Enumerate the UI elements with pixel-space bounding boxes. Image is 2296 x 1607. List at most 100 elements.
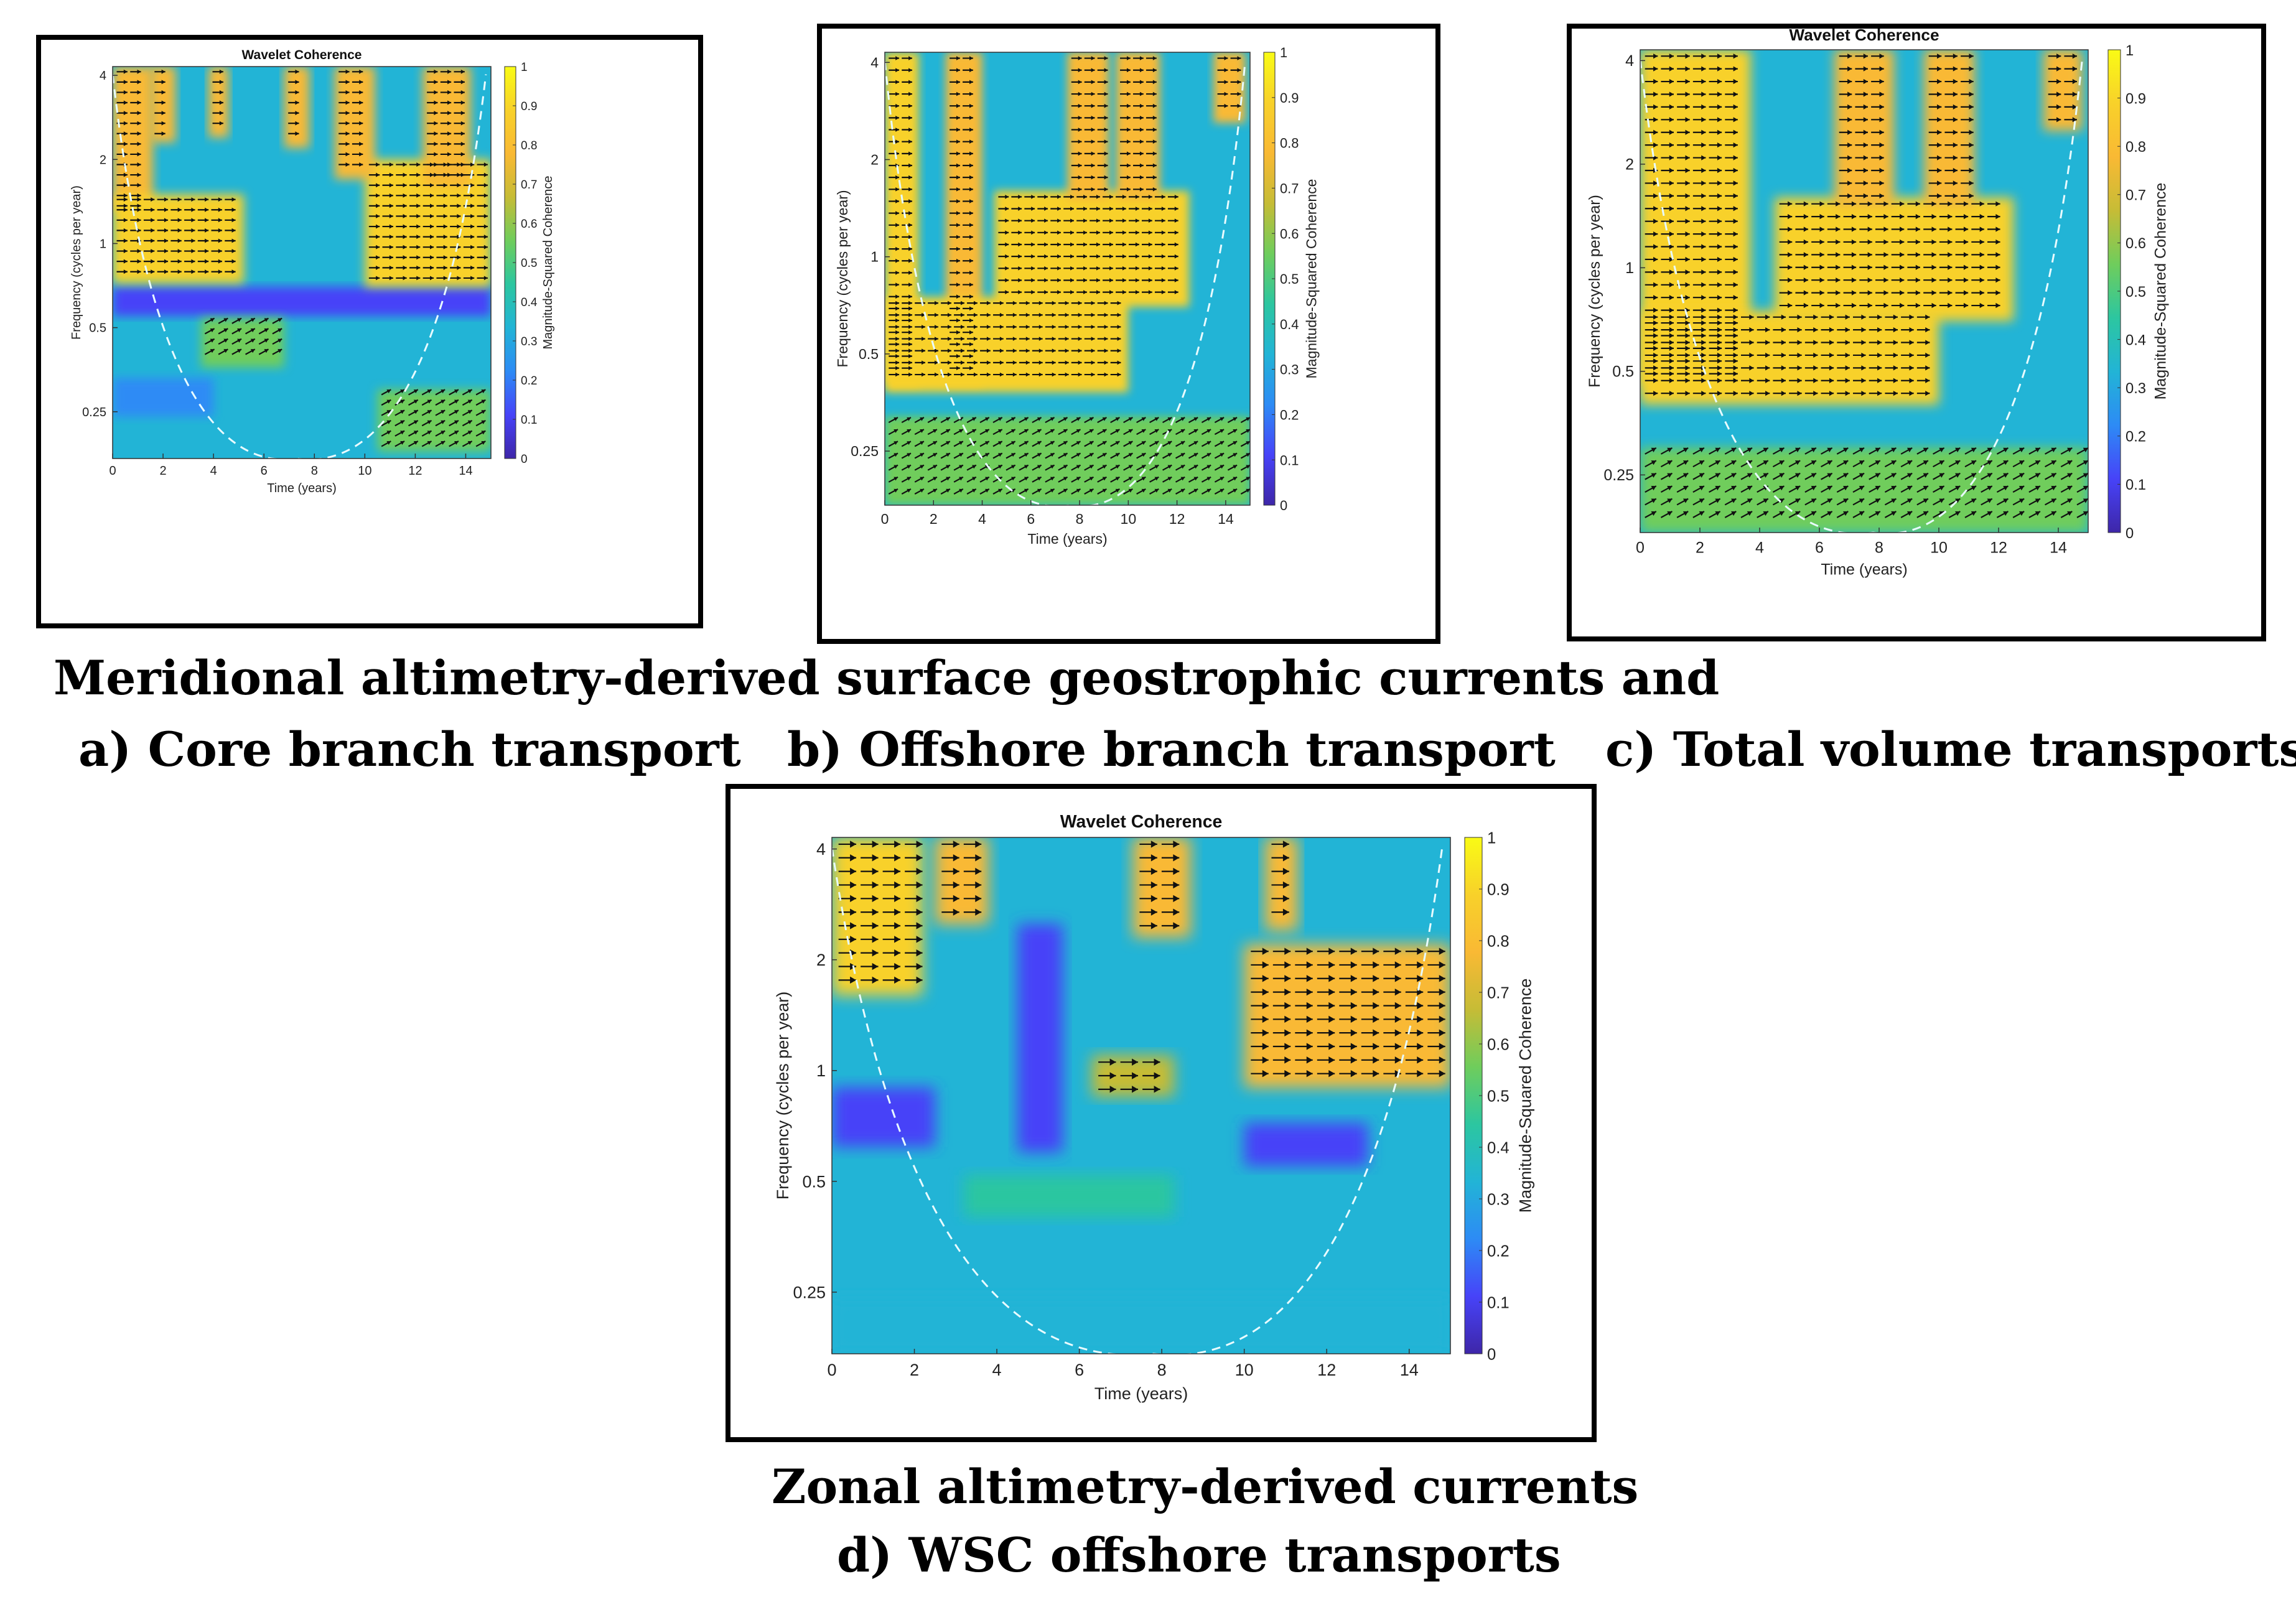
phase-arrowhead <box>1284 1015 1291 1023</box>
phase-arrowhead <box>345 90 350 95</box>
phase-arrowhead <box>1891 447 1897 452</box>
phase-arrowhead <box>1141 465 1146 469</box>
phase-arrowhead <box>1220 488 1225 493</box>
phase-arrowhead <box>1141 488 1146 493</box>
phase-arrowhead <box>443 235 447 240</box>
phase-arrowhead <box>973 300 978 305</box>
phase-arrowhead <box>1669 358 1674 364</box>
phase-arrowhead <box>123 228 128 233</box>
phase-arrowhead <box>1109 278 1113 282</box>
phase-arrowhead <box>164 249 169 254</box>
phase-arrowhead <box>1089 429 1094 433</box>
phase-arrowhead <box>1233 441 1238 445</box>
phase-arrowhead <box>1717 269 1722 275</box>
phase-arrowhead <box>1224 68 1228 73</box>
phase-arrowhead <box>1963 226 1969 232</box>
phase-arrowhead <box>1931 277 1936 283</box>
phase-arrowhead <box>1233 488 1238 493</box>
phase-arrowhead <box>1931 290 1936 296</box>
panel-c: Wavelet Coherence 0 2 4 6 8 10 12 14 Time (years)… <box>1567 24 2266 641</box>
phase-arrowhead <box>2083 486 2088 491</box>
phase-arrowhead <box>935 300 938 305</box>
phase-arrowhead <box>161 69 166 74</box>
phase-arrowhead <box>933 429 937 433</box>
phase-arrowhead <box>416 213 421 218</box>
cone-of-influence <box>113 74 487 459</box>
phase-arrowhead <box>1765 352 1770 358</box>
phase-arrowhead <box>1883 213 1888 220</box>
phase-arrowhead <box>1879 78 1884 85</box>
phase-arrowhead <box>1701 345 1706 352</box>
x-tick-label: 14 <box>1218 511 1234 527</box>
phase-arrowhead <box>416 276 421 281</box>
phase-arrowhead <box>441 420 446 424</box>
phase-arrowhead <box>1717 295 1722 300</box>
phase-arrowhead <box>1685 256 1690 263</box>
phase-arrowhead <box>1811 460 1816 465</box>
phase-arrowhead <box>2067 460 2073 465</box>
phase-arrowhead <box>1891 460 1897 465</box>
phase-arrowhead <box>219 111 223 116</box>
phase-arrowhead <box>1747 447 1753 452</box>
phase-arrowhead <box>1877 314 1882 320</box>
phase-arrowhead <box>1843 473 1849 478</box>
phase-arrowhead <box>389 203 393 208</box>
phase-arrowhead <box>1078 175 1082 180</box>
phase-arrowhead <box>1096 207 1100 211</box>
phase-arrowhead <box>1685 142 1690 148</box>
phase-arrowhead <box>1915 302 1920 309</box>
phase-arrowhead <box>386 440 391 445</box>
phase-arrowhead <box>850 922 857 929</box>
phase-arrowhead <box>389 193 393 198</box>
phase-arrowhead <box>1417 975 1424 982</box>
phase-arrowhead <box>1669 142 1674 148</box>
phase-arrowhead <box>434 141 438 146</box>
coherence-region <box>832 837 923 995</box>
phase-arrowhead <box>389 255 393 260</box>
phase-arrowhead <box>1284 988 1291 996</box>
phase-arrowhead <box>1669 54 1674 59</box>
phase-arrowhead <box>1685 218 1690 224</box>
phase-arrowhead <box>1861 340 1866 345</box>
phase-arrowhead <box>1682 486 1689 491</box>
phase-arrowhead <box>1167 417 1172 421</box>
x-tick-label: 4 <box>210 464 217 478</box>
phase-arrowhead <box>1733 352 1738 358</box>
phase-arrowhead <box>1653 378 1658 383</box>
phase-arrowhead <box>1859 511 1865 516</box>
phase-arrowhead <box>1669 180 1674 186</box>
x-axis-label: Time (years) <box>267 482 336 495</box>
phase-arrowhead <box>1699 447 1704 452</box>
phase-arrowhead <box>1284 975 1291 982</box>
phase-arrowhead <box>1925 327 1930 333</box>
phase-arrowhead <box>972 477 976 481</box>
phase-arrowhead <box>1373 948 1379 955</box>
phase-arrowhead <box>123 197 128 202</box>
coherence-region <box>1924 50 1975 207</box>
phase-arrowhead <box>1669 340 1674 345</box>
phase-arrowhead <box>250 318 255 322</box>
phase-arrowhead <box>231 207 236 212</box>
phase-arrowhead <box>1373 1043 1379 1050</box>
phase-arrowhead <box>1152 68 1157 73</box>
phase-arrowhead <box>1788 252 1793 258</box>
phase-arrowhead <box>1685 78 1690 85</box>
phase-arrowhead <box>481 431 486 435</box>
phase-arrowhead <box>1237 56 1241 60</box>
phase-arrowhead <box>1845 340 1850 345</box>
phase-arrowhead <box>376 172 380 177</box>
phase-arrowhead <box>908 246 913 251</box>
phase-arrowhead <box>1699 498 1704 503</box>
phase-arrowhead <box>457 183 461 188</box>
x-tick-label: 0 <box>109 464 116 478</box>
phase-arrowhead <box>1747 473 1753 478</box>
x-tick-label: 2 <box>1696 539 1704 557</box>
phase-arrowhead <box>454 431 459 435</box>
phase-arrowhead <box>1937 155 1942 161</box>
phase-arrowhead <box>1173 881 1180 889</box>
phase-arrowhead <box>956 318 960 323</box>
phase-arrowhead <box>1879 104 1884 110</box>
phase-arrowhead <box>1102 465 1107 469</box>
phase-arrowhead <box>218 197 222 202</box>
